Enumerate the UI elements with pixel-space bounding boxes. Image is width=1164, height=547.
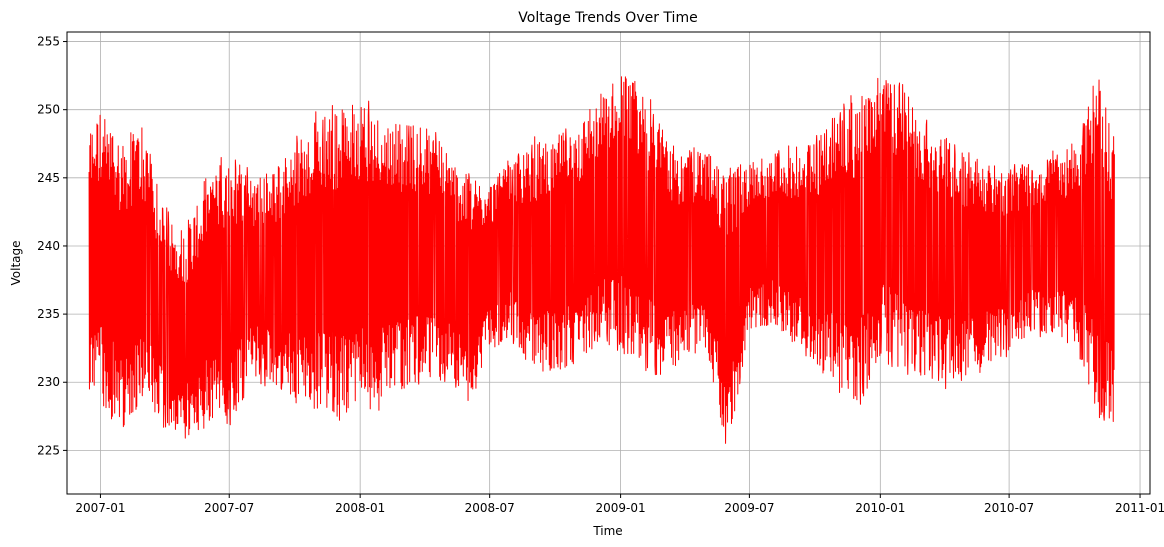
x-tick-label: 2007-07	[204, 501, 254, 515]
y-tick-label: 255	[37, 35, 60, 49]
x-tick-label: 2011-01	[1115, 501, 1164, 515]
x-tick-label: 2008-01	[335, 501, 385, 515]
plot-frame	[66, 31, 1151, 495]
x-tick-label: 2010-01	[855, 501, 905, 515]
y-tick-label: 235	[37, 307, 60, 321]
y-tick-label: 240	[37, 239, 60, 253]
y-tick-label: 225	[37, 443, 60, 457]
x-axis-label: Time	[592, 524, 622, 538]
x-tick-label: 2010-07	[984, 501, 1034, 515]
y-tick-label: 250	[37, 103, 60, 117]
voltage-series-line	[88, 76, 1115, 444]
x-tick-label: 2007-01	[75, 501, 125, 515]
y-tick-label: 230	[37, 375, 60, 389]
y-axis-label: Voltage	[9, 240, 23, 285]
x-tick-label: 2009-07	[724, 501, 774, 515]
x-tick-label: 2008-07	[465, 501, 515, 515]
chart-title: Voltage Trends Over Time	[518, 10, 697, 26]
x-axis: 2007-01 2007-07 2008-01 2008-07 2009-01 2009-…	[75, 494, 1164, 515]
series-layer	[88, 76, 1115, 444]
x-tick-label: 2009-01	[596, 501, 646, 515]
y-tick-label: 245	[37, 171, 60, 185]
y-axis: 225 230 235 240 245 250 255	[37, 35, 67, 457]
